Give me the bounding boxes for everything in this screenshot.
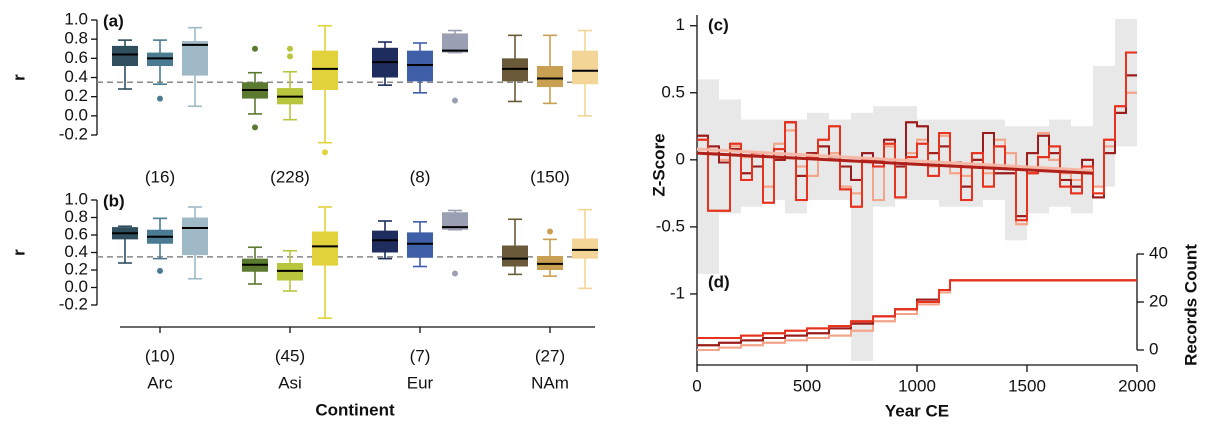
y-tick-label: -1 <box>670 283 685 302</box>
box <box>312 231 338 266</box>
y-tick-label: 0.4 <box>64 67 88 86</box>
uncertainty-band <box>1093 65 1115 187</box>
panel-label: (d) <box>708 272 730 291</box>
y-tick-label: 1 <box>676 15 685 34</box>
x-tick-label: NAm <box>531 373 569 392</box>
y-tick-label: 0.2 <box>64 86 88 105</box>
count-label: (7) <box>410 346 431 365</box>
y-tick-label: 1.0 <box>64 9 88 28</box>
y-tick-label: 0.8 <box>64 207 88 226</box>
x-tick-label: 1500 <box>1008 376 1046 395</box>
y-tick-label: 0.6 <box>64 224 88 243</box>
x-tick-label: 2000 <box>1118 376 1156 395</box>
x-axis-label: Continent <box>315 400 395 419</box>
box <box>182 217 208 256</box>
y-tick-label: -0.2 <box>59 124 88 143</box>
box <box>112 45 138 66</box>
outlier <box>547 228 553 235</box>
count-label: (150) <box>530 167 570 186</box>
x-tick-label: 1000 <box>898 376 936 395</box>
box <box>312 50 338 90</box>
trend-line <box>696 151 1094 175</box>
count-label: (8) <box>410 167 431 186</box>
count-label: (10) <box>145 346 175 365</box>
box <box>442 212 468 230</box>
count-label: (45) <box>275 346 305 365</box>
panel-label: (b) <box>103 191 125 210</box>
uncertainty-band <box>851 112 873 361</box>
count-label: (16) <box>145 167 175 186</box>
y2-tick-label: 20 <box>1149 291 1168 310</box>
outlier <box>287 45 293 52</box>
outlier <box>252 124 258 131</box>
box <box>372 230 398 253</box>
outlier <box>157 95 163 102</box>
y-tick-label: 0.8 <box>64 29 88 48</box>
box <box>182 41 208 76</box>
x-tick-label: 0 <box>692 376 701 395</box>
count-label: (228) <box>270 167 310 186</box>
box <box>442 33 468 53</box>
box <box>502 245 528 267</box>
x-tick-label: Eur <box>407 373 434 392</box>
y-tick-label: 0.6 <box>64 48 88 67</box>
trend-line <box>696 147 1094 173</box>
x-axis-label: Year CE <box>885 401 949 420</box>
box <box>572 238 598 259</box>
y-tick-label: 0.0 <box>64 277 88 296</box>
y-tick-label: 0 <box>676 149 685 168</box>
y-tick-label: 1.0 <box>64 189 88 208</box>
outlier <box>452 97 458 104</box>
y-tick-label: 0.0 <box>64 105 88 124</box>
y-tick-label: 0.5 <box>661 82 685 101</box>
x-tick-label: 500 <box>793 376 821 395</box>
outlier <box>157 267 163 274</box>
y-axis-label: r <box>9 249 28 256</box>
x-tick-label: Asi <box>278 373 302 392</box>
y2-tick-label: 0 <box>1149 339 1158 358</box>
y-tick-label: -0.2 <box>59 294 88 313</box>
count-label: (27) <box>535 346 565 365</box>
x-tick-label: Arc <box>147 373 173 392</box>
outlier <box>452 270 458 277</box>
y-tick-label: 0.2 <box>64 259 88 278</box>
y-tick-label: -0.5 <box>656 216 685 235</box>
y-axis-label: Z-Score <box>649 133 668 196</box>
outlier <box>322 149 328 156</box>
box <box>572 50 598 85</box>
y-axis-label: r <box>9 74 28 81</box>
y-tick-label: 0.4 <box>64 242 88 261</box>
y2-tick-label: 40 <box>1149 243 1168 262</box>
panel-label: (c) <box>708 15 729 34</box>
y2-axis-label: Records Count <box>1181 244 1200 366</box>
outlier <box>287 53 293 60</box>
panel-label: (a) <box>103 11 124 30</box>
box <box>537 66 563 88</box>
outlier <box>252 45 258 52</box>
box <box>407 232 433 258</box>
